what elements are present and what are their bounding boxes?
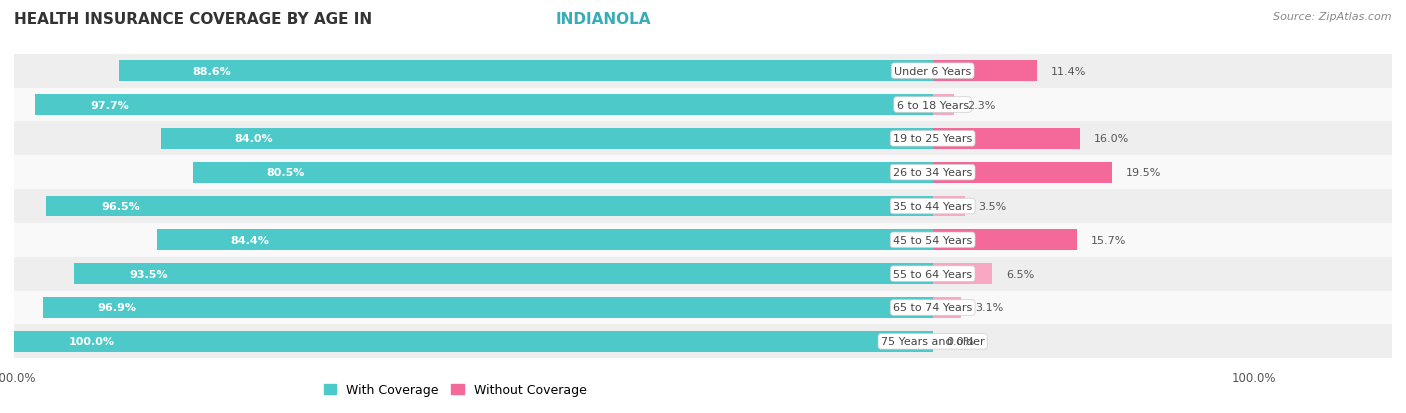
- Bar: [14, 291, 1406, 325]
- Bar: [42, 297, 932, 318]
- Bar: [14, 156, 1406, 190]
- Text: HEALTH INSURANCE COVERAGE BY AGE IN: HEALTH INSURANCE COVERAGE BY AGE IN: [14, 12, 377, 27]
- Text: 96.5%: 96.5%: [101, 202, 141, 211]
- Text: 35 to 44 Years: 35 to 44 Years: [893, 202, 973, 211]
- Text: 11.4%: 11.4%: [1052, 66, 1087, 76]
- Bar: [35, 95, 932, 116]
- Bar: [932, 128, 1080, 150]
- Bar: [157, 230, 932, 251]
- Text: 88.6%: 88.6%: [193, 66, 231, 76]
- Bar: [14, 325, 1406, 358]
- Bar: [932, 61, 1038, 82]
- Bar: [14, 331, 932, 352]
- Bar: [162, 128, 932, 150]
- Bar: [14, 88, 1406, 122]
- Bar: [46, 196, 932, 217]
- Text: 65 to 74 Years: 65 to 74 Years: [893, 303, 973, 313]
- Bar: [932, 230, 1077, 251]
- Bar: [73, 263, 932, 285]
- Bar: [932, 162, 1112, 183]
- Text: 3.5%: 3.5%: [979, 202, 1007, 211]
- Text: 16.0%: 16.0%: [1094, 134, 1129, 144]
- Text: 3.1%: 3.1%: [974, 303, 1002, 313]
- Text: 6.5%: 6.5%: [1007, 269, 1035, 279]
- Bar: [193, 162, 932, 183]
- Bar: [932, 263, 993, 285]
- Bar: [14, 190, 1406, 223]
- Text: 2.3%: 2.3%: [967, 100, 995, 110]
- Text: INDIANOLA: INDIANOLA: [555, 12, 651, 27]
- Text: 19.5%: 19.5%: [1126, 168, 1161, 178]
- Text: 100.0%: 100.0%: [69, 337, 115, 347]
- Bar: [932, 95, 953, 116]
- Text: 45 to 54 Years: 45 to 54 Years: [893, 235, 973, 245]
- Text: 84.4%: 84.4%: [231, 235, 270, 245]
- Bar: [14, 122, 1406, 156]
- Text: 55 to 64 Years: 55 to 64 Years: [893, 269, 972, 279]
- Bar: [118, 61, 932, 82]
- Legend: With Coverage, Without Coverage: With Coverage, Without Coverage: [319, 378, 592, 401]
- Text: 0.0%: 0.0%: [946, 337, 974, 347]
- Text: 6 to 18 Years: 6 to 18 Years: [897, 100, 969, 110]
- Text: 26 to 34 Years: 26 to 34 Years: [893, 168, 973, 178]
- Text: 96.9%: 96.9%: [97, 303, 136, 313]
- Bar: [14, 257, 1406, 291]
- Text: Source: ZipAtlas.com: Source: ZipAtlas.com: [1274, 12, 1392, 22]
- Text: Under 6 Years: Under 6 Years: [894, 66, 972, 76]
- Bar: [14, 223, 1406, 257]
- Text: 75 Years and older: 75 Years and older: [880, 337, 984, 347]
- Text: 19 to 25 Years: 19 to 25 Years: [893, 134, 973, 144]
- Bar: [932, 297, 962, 318]
- Bar: [14, 55, 1406, 88]
- Text: 80.5%: 80.5%: [267, 168, 305, 178]
- Text: 93.5%: 93.5%: [129, 269, 167, 279]
- Bar: [932, 196, 965, 217]
- Text: 15.7%: 15.7%: [1091, 235, 1126, 245]
- Text: 84.0%: 84.0%: [235, 134, 273, 144]
- Text: 97.7%: 97.7%: [90, 100, 129, 110]
